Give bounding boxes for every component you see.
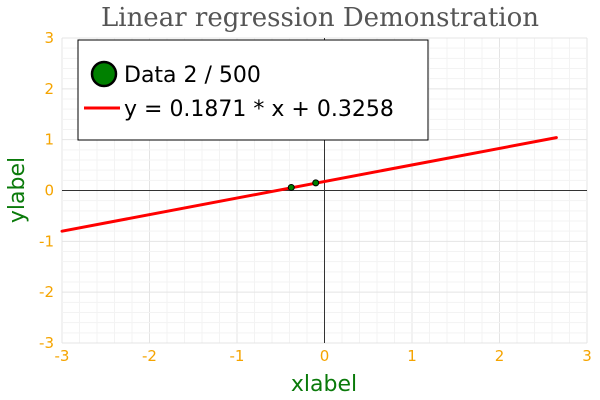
- y-tick-label: -2: [39, 283, 54, 301]
- regression-line: [60, 136, 558, 233]
- y-tick-label: 0: [44, 182, 54, 200]
- data-point: [287, 183, 295, 191]
- x-tick-label: 3: [582, 347, 592, 365]
- x-tick-label: 0: [320, 347, 330, 365]
- y-tick-label: 3: [44, 29, 54, 47]
- y-tick-label: 1: [44, 131, 54, 149]
- x-tick-label: 2: [495, 347, 505, 365]
- y-tick-label: -1: [39, 232, 54, 250]
- x-axis-label: xlabel: [291, 372, 357, 397]
- x-tick-label: -1: [230, 347, 245, 365]
- chart-title: Linear regression Demonstration: [101, 3, 539, 33]
- legend: Data 2 / 500 y = 0.1871 * x + 0.3258: [77, 39, 429, 141]
- x-tick-label: 1: [407, 347, 417, 365]
- x-tick-label: -2: [142, 347, 157, 365]
- y-axis-label: ylabel: [5, 157, 30, 223]
- legend-box: [77, 39, 429, 141]
- plot-series: [60, 136, 558, 233]
- legend-scatter-marker: [90, 60, 118, 88]
- tick-labels: -3 -2 -1 0 1 2 3 -3 -2 -1 0 1 2 3: [39, 29, 592, 365]
- y-tick-label: -3: [39, 334, 54, 352]
- legend-label-data: Data 2 / 500: [124, 63, 261, 88]
- legend-label-fit: y = 0.1871 * x + 0.3258: [124, 97, 394, 122]
- x-tick-label: -3: [55, 347, 70, 365]
- data-point: [312, 179, 320, 187]
- y-tick-label: 2: [44, 80, 54, 98]
